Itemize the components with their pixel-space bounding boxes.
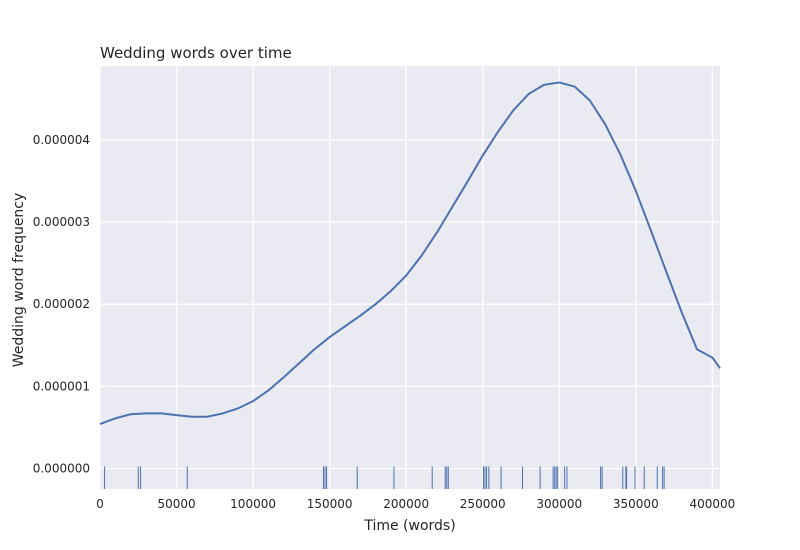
plot-area	[100, 66, 720, 489]
x-axis-label: Time (words)	[363, 518, 455, 534]
x-tick-label: 100000	[230, 497, 276, 511]
rug-marks	[104, 466, 665, 489]
x-tick-label: 250000	[460, 497, 506, 511]
y-tick-label: 0.000001	[33, 379, 90, 393]
x-tick-label: 350000	[613, 497, 659, 511]
y-tick-label: 0.000004	[33, 133, 90, 147]
x-tick-label: 150000	[307, 497, 353, 511]
y-gridlines	[100, 139, 720, 470]
y-axis-label: Wedding word frequency	[11, 193, 27, 368]
chart-title: Wedding words over time	[100, 44, 292, 62]
x-tick-label: 0	[96, 497, 104, 511]
y-tick-label: 0.000002	[33, 297, 90, 311]
series-line	[99, 81, 721, 426]
y-tick-labels: 0.000000 0.000001 0.000002 0.000003 0.000004	[33, 133, 90, 476]
x-tick-label: 300000	[536, 497, 582, 511]
x-gridlines	[99, 66, 713, 489]
x-tick-labels: 0 50000 100000 150000 200000 250000 300000 3500…	[96, 497, 735, 511]
x-tick-label: 50000	[157, 497, 195, 511]
x-tick-label: 200000	[383, 497, 429, 511]
y-tick-label: 0.000000	[33, 461, 90, 475]
y-tick-label: 0.000003	[33, 215, 90, 229]
x-tick-label: 400000	[689, 497, 735, 511]
